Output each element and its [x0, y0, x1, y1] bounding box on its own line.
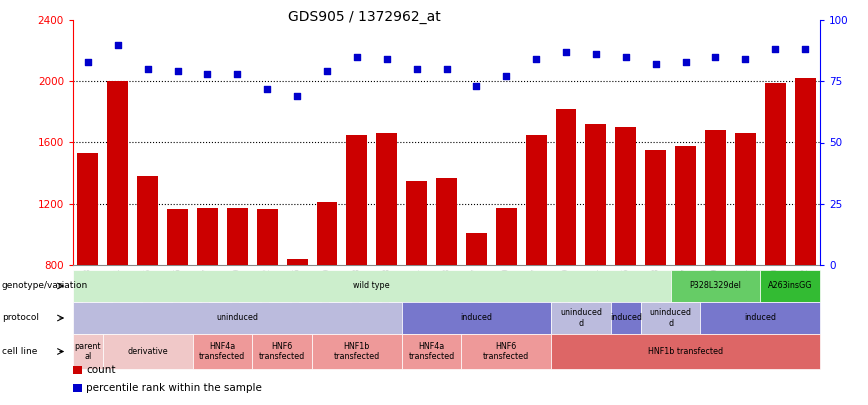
Point: [350, 53, 364, 60]
Bar: [77, 153, 98, 265]
Text: HNF4a
transfected: HNF4a transfected: [200, 342, 246, 361]
Text: uninduced
d: uninduced d: [649, 308, 692, 328]
Text: GDS905 / 1372962_at: GDS905 / 1372962_at: [288, 10, 441, 24]
Text: wild type: wild type: [353, 281, 390, 290]
Point: [589, 51, 603, 58]
Bar: [645, 150, 666, 265]
Text: HNF1b transfected: HNF1b transfected: [648, 347, 723, 356]
Bar: [377, 133, 398, 265]
Point: [619, 53, 633, 60]
Text: induced: induced: [610, 313, 641, 322]
Bar: [794, 78, 816, 265]
Bar: [765, 83, 786, 265]
Point: [290, 93, 304, 99]
Point: [201, 70, 214, 77]
Point: [559, 49, 573, 55]
Point: [410, 66, 424, 72]
Text: uninduced: uninduced: [216, 313, 259, 322]
Point: [679, 58, 693, 65]
Point: [439, 66, 453, 72]
Text: count: count: [86, 365, 115, 375]
Bar: [346, 135, 367, 265]
Point: [81, 58, 95, 65]
Bar: [705, 130, 726, 265]
Point: [470, 83, 483, 90]
Bar: [317, 202, 338, 265]
Point: [798, 46, 812, 53]
Bar: [735, 133, 756, 265]
Text: uninduced
d: uninduced d: [560, 308, 602, 328]
Bar: [615, 127, 636, 265]
Bar: [466, 233, 487, 265]
Text: P328L329del: P328L329del: [689, 281, 741, 290]
Text: HNF6
transfected: HNF6 transfected: [483, 342, 529, 361]
Text: HNF4a
transfected: HNF4a transfected: [409, 342, 455, 361]
Point: [499, 73, 513, 80]
Bar: [675, 145, 696, 265]
Bar: [406, 181, 427, 265]
Point: [111, 41, 125, 48]
Bar: [526, 135, 547, 265]
Bar: [585, 124, 607, 265]
Text: percentile rank within the sample: percentile rank within the sample: [86, 383, 262, 393]
Point: [768, 46, 782, 53]
Point: [529, 56, 543, 62]
Point: [141, 66, 155, 72]
Point: [380, 56, 394, 62]
Bar: [496, 208, 516, 265]
Text: parent
al: parent al: [75, 342, 102, 361]
Point: [648, 61, 662, 67]
Text: induced: induced: [744, 313, 776, 322]
Bar: [286, 259, 307, 265]
Bar: [436, 179, 457, 265]
Point: [230, 70, 244, 77]
Point: [739, 56, 753, 62]
Point: [320, 68, 334, 75]
Text: HNF1b
transfected: HNF1b transfected: [333, 342, 380, 361]
Point: [171, 68, 185, 75]
Bar: [108, 81, 128, 265]
Text: derivative: derivative: [128, 347, 168, 356]
Text: HNF6
transfected: HNF6 transfected: [259, 342, 306, 361]
Text: genotype/variation: genotype/variation: [2, 281, 88, 290]
Text: cell line: cell line: [2, 347, 37, 356]
Point: [708, 53, 722, 60]
Bar: [137, 176, 158, 265]
Bar: [556, 109, 576, 265]
Bar: [197, 208, 218, 265]
Text: A263insGG: A263insGG: [768, 281, 812, 290]
Text: induced: induced: [460, 313, 492, 322]
Point: [260, 85, 274, 92]
Text: protocol: protocol: [2, 313, 39, 322]
Bar: [168, 209, 188, 265]
Bar: [227, 208, 247, 265]
Bar: [257, 209, 278, 265]
